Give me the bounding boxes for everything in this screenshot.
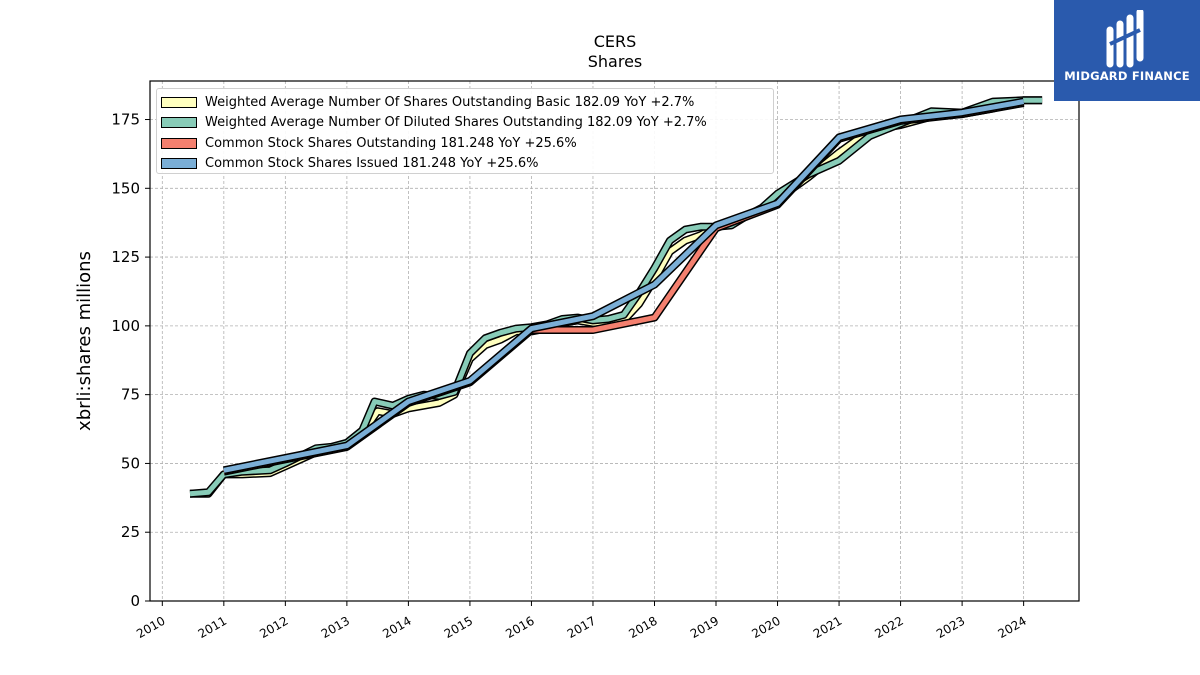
y-tick-label: 175 bbox=[111, 111, 140, 129]
legend-item-issued: Common Stock Shares Issued 181.248 YoY +… bbox=[161, 154, 773, 175]
plot-frame bbox=[149, 80, 1080, 602]
x-tick-label: 2016 bbox=[503, 614, 536, 641]
y-tick-label: 100 bbox=[111, 317, 140, 335]
legend-swatch-outstanding bbox=[161, 137, 197, 149]
x-tick-label: 2015 bbox=[442, 614, 475, 641]
legend-item-basic: Weighted Average Number Of Shares Outsta… bbox=[161, 92, 773, 113]
y-tick-label: 150 bbox=[111, 179, 140, 197]
x-tick-label: 2010 bbox=[134, 614, 167, 641]
y-axis-label: xbrli:shares millions bbox=[74, 251, 95, 431]
midgard-finance-logo: MIDGARD FINANCE bbox=[1054, 0, 1200, 101]
legend-label-basic: Weighted Average Number Of Shares Outsta… bbox=[205, 94, 695, 110]
x-tick-label: 2023 bbox=[934, 614, 967, 641]
x-tick-label: 2022 bbox=[872, 614, 905, 641]
series-line-issued bbox=[223, 99, 1025, 473]
x-tick-label: 2019 bbox=[688, 614, 721, 641]
legend-swatch-issued bbox=[161, 158, 197, 170]
y-tick-label: 50 bbox=[121, 454, 140, 472]
x-tick-label: 2014 bbox=[380, 614, 413, 641]
legend-swatch-diluted bbox=[161, 117, 197, 129]
legend-swatch-basic bbox=[161, 96, 197, 108]
chart-subtitle: Shares bbox=[588, 52, 643, 71]
midgard-logo-icon bbox=[1106, 10, 1144, 68]
y-tick-label: 75 bbox=[121, 386, 140, 404]
x-tick-label: 2018 bbox=[626, 614, 659, 641]
legend-item-diluted: Weighted Average Number Of Diluted Share… bbox=[161, 113, 773, 134]
y-tick-label: 25 bbox=[121, 523, 140, 541]
y-tick-label: 125 bbox=[111, 248, 140, 266]
legend-label-outstanding: Common Stock Shares Outstanding 181.248 … bbox=[205, 135, 577, 151]
x-tick-label: 2013 bbox=[319, 614, 352, 641]
x-axis: 2010 2011 2012 2013 2014 2015 2016 2017 2018 2019… bbox=[134, 601, 1029, 641]
legend-label-diluted: Weighted Average Number Of Diluted Share… bbox=[205, 115, 707, 131]
chart-legend: Weighted Average Number Of Shares Outsta… bbox=[156, 88, 774, 174]
series-layer bbox=[189, 96, 1043, 498]
x-tick-label: 2017 bbox=[565, 614, 598, 641]
x-tick-label: 2020 bbox=[749, 614, 782, 641]
chart-title: CERS bbox=[594, 32, 637, 51]
x-tick-label: 2024 bbox=[995, 614, 1028, 641]
y-tick-label: 0 bbox=[130, 592, 140, 610]
x-tick-label: 2012 bbox=[257, 614, 290, 641]
logo-text: MIDGARD FINANCE bbox=[1064, 69, 1190, 83]
x-tick-label: 2011 bbox=[196, 614, 229, 641]
legend-item-outstanding: Common Stock Shares Outstanding 181.248 … bbox=[161, 133, 773, 154]
x-tick-label: 2021 bbox=[811, 614, 844, 641]
legend-label-issued: Common Stock Shares Issued 181.248 YoY +… bbox=[205, 156, 539, 172]
y-axis: 0 25 50 75 100 125 150 175 bbox=[111, 111, 150, 610]
